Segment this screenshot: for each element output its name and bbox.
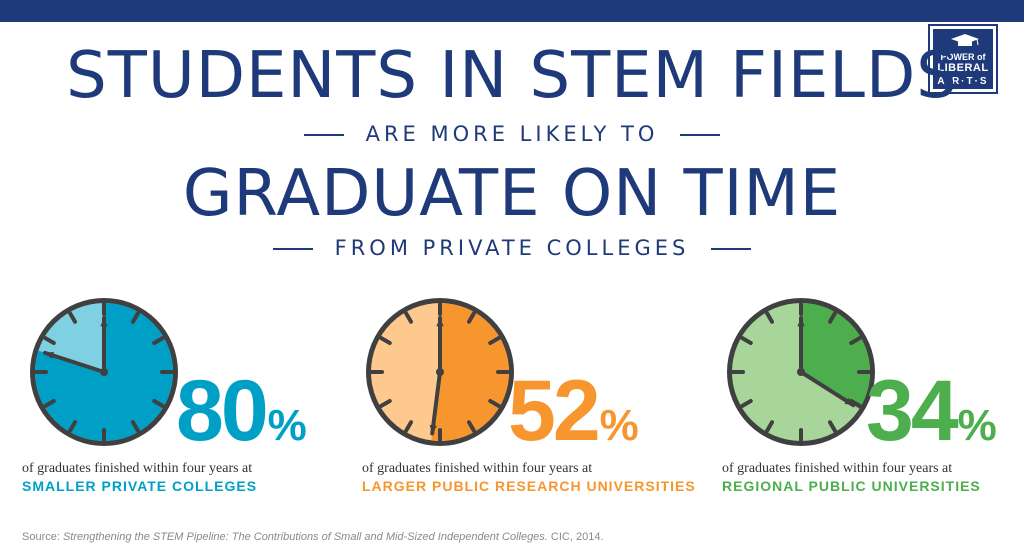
clock-tick — [849, 399, 862, 408]
percent-number: 80 — [176, 363, 269, 459]
clock-tick — [404, 420, 413, 433]
clock-fill-wedge — [431, 303, 509, 441]
logo-text-arts: A·R·T·S — [937, 76, 989, 87]
clock-tick — [131, 311, 140, 324]
clock-tick — [488, 399, 501, 408]
clock-tick — [488, 336, 501, 345]
clock-tick — [43, 399, 56, 408]
logo-background: POWER of LIBERAL A·R·T·S — [933, 29, 993, 89]
subheadline-more-likely-text: ARE MORE LIKELY TO — [365, 122, 659, 146]
clock-tick — [152, 399, 165, 408]
clock-center — [100, 368, 108, 376]
caption-larger-public: of graduates finished within four years … — [362, 461, 593, 476]
percent-smaller-private: 80% — [176, 368, 307, 454]
clock-graphic-smaller-private — [30, 298, 178, 446]
clock-tick — [849, 336, 862, 345]
clock-tick — [152, 336, 165, 345]
clock-hand-end — [799, 370, 856, 408]
percent-number: 52 — [508, 363, 601, 459]
clock-tick — [828, 311, 837, 324]
clock-center — [436, 368, 444, 376]
dash-left — [272, 248, 313, 250]
clock-graphic-regional-public — [727, 298, 875, 446]
logo-text-power-of: POWER of — [940, 52, 986, 62]
clock-tick — [68, 420, 77, 433]
clock-tick — [68, 311, 77, 324]
clock-graphic-larger-public — [366, 298, 514, 446]
logo-text-liberal: LIBERAL — [937, 62, 989, 74]
clock-hand-start-arrowhead — [100, 318, 108, 327]
clock-tick — [467, 311, 476, 324]
clock-tick — [765, 420, 774, 433]
top-bar — [0, 0, 1024, 22]
power-of-liberal-arts-logo[interactable]: POWER of LIBERAL A·R·T·S — [928, 24, 998, 94]
clock-hand-end — [430, 370, 442, 436]
clock-hand-end-arrowhead — [844, 397, 854, 406]
caption-regional-public: of graduates finished within four years … — [722, 461, 953, 476]
percent-symbol: % — [267, 401, 307, 450]
institution-smaller-private: SMALLER PRIVATE COLLEGES — [22, 478, 258, 494]
clock-tick — [131, 420, 140, 433]
clock-tick — [828, 420, 837, 433]
source-citation: Source: Strengthening the STEM Pipeline:… — [22, 531, 604, 543]
institution-larger-public: LARGER PUBLIC RESEARCH UNIVERSITIES — [362, 478, 696, 494]
clock-tick — [467, 420, 476, 433]
clock-hand-start-arrowhead — [436, 318, 444, 327]
percent-symbol: % — [957, 401, 997, 450]
source-title: Strengthening the STEM Pipeline: The Con… — [62, 531, 548, 543]
headline-graduate-on-time: GRADUATE ON TIME — [182, 157, 842, 231]
clock-tick — [740, 336, 753, 345]
institution-regional-public: REGIONAL PUBLIC UNIVERSITIES — [722, 478, 981, 494]
clock-tick — [765, 311, 774, 324]
clock-hand-end-arrowhead — [429, 424, 437, 434]
graduation-cap-icon — [951, 34, 979, 46]
clock-hand-start-arrowhead — [797, 318, 805, 327]
dash-left — [303, 134, 344, 136]
clock-tick — [404, 311, 413, 324]
clock-tick — [379, 336, 392, 345]
subheadline-private-colleges-text: FROM PRIVATE COLLEGES — [334, 236, 690, 260]
subheadline-more-likely: ARE MORE LIKELY TO — [0, 124, 1024, 145]
dash-right — [711, 248, 752, 250]
clock-tick — [43, 336, 56, 345]
clock-tick — [740, 399, 753, 408]
clock-tick — [379, 399, 392, 408]
subheadline-private-colleges: FROM PRIVATE COLLEGES — [0, 238, 1024, 259]
clock-hand-end-arrowhead — [45, 351, 54, 359]
percent-larger-public: 52% — [508, 368, 639, 454]
source-prefix: Source: — [22, 531, 63, 543]
headline-students-in-stem: STUDENTS IN STEM FIELDS — [66, 39, 958, 113]
dash-right — [680, 134, 721, 136]
source-suffix: CIC, 2014. — [547, 531, 604, 543]
caption-smaller-private: of graduates finished within four years … — [22, 461, 253, 476]
clock-center — [797, 368, 805, 376]
percent-number: 34 — [866, 363, 959, 459]
percent-symbol: % — [599, 401, 639, 450]
percent-regional-public: 34% — [866, 368, 997, 454]
clock-hand-end — [43, 350, 106, 374]
